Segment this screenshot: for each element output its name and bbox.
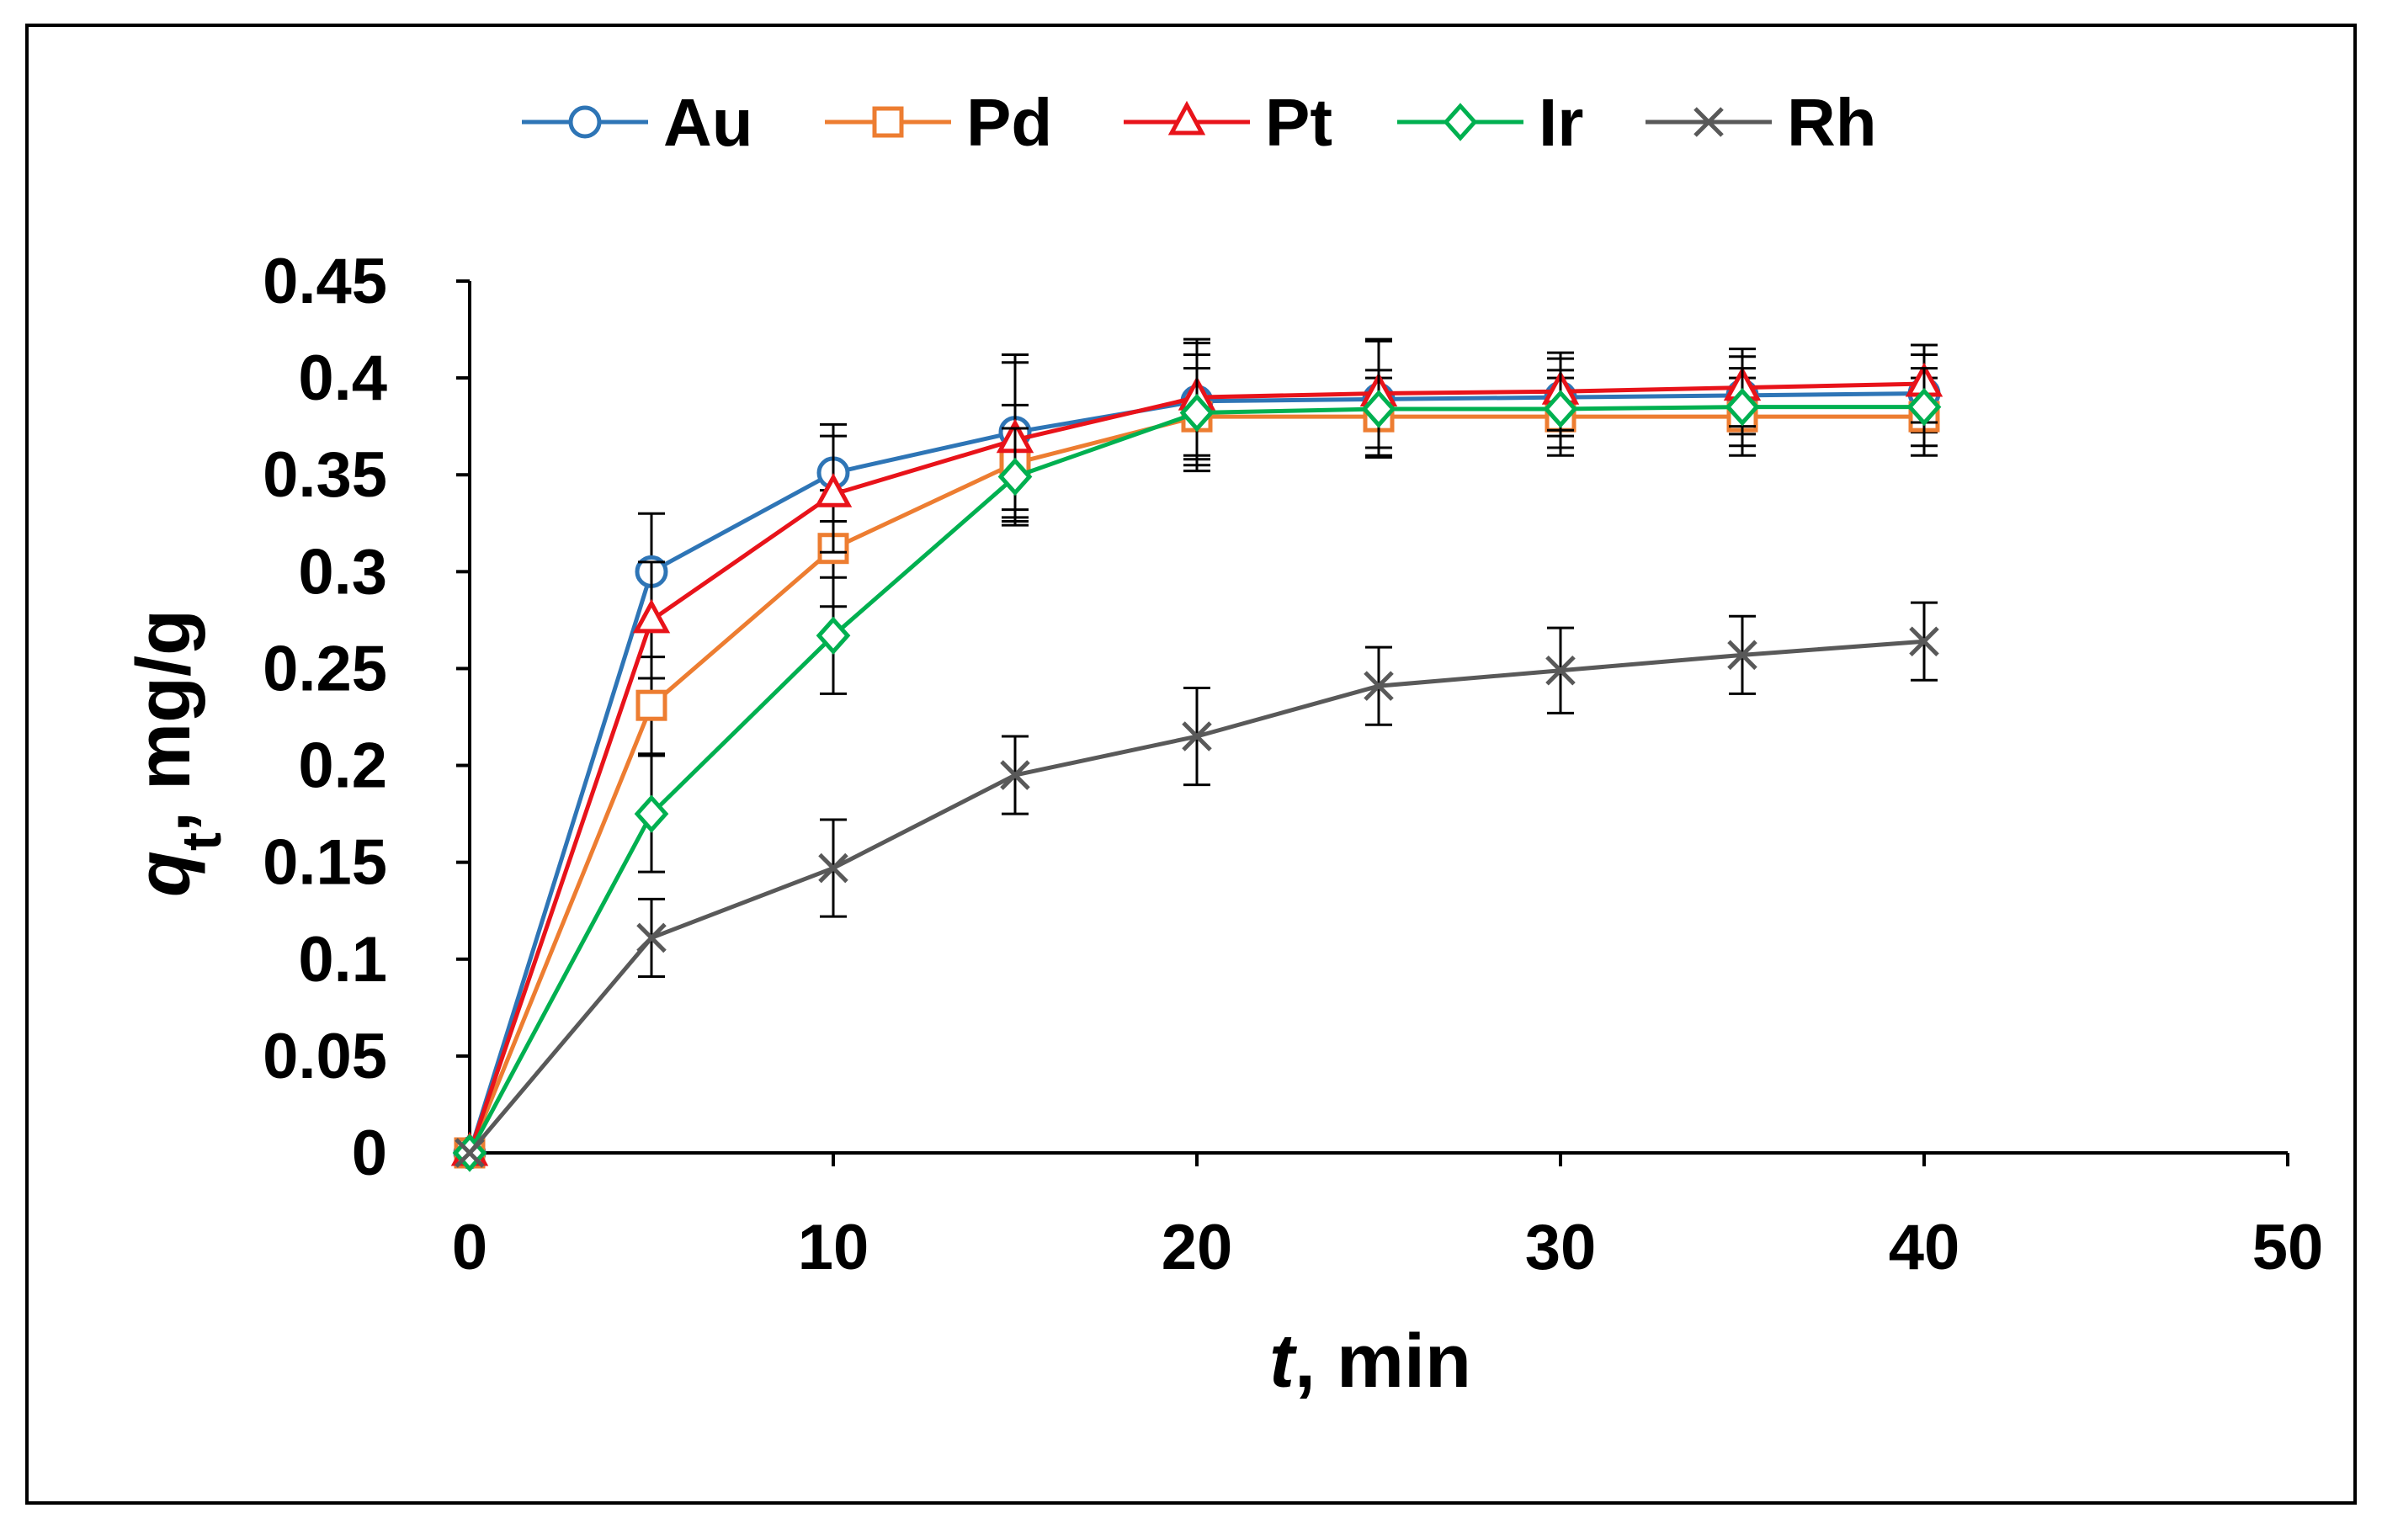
data-point	[1725, 387, 1760, 427]
x-tick-label: 30	[1525, 1212, 1597, 1283]
y-tick-label: 0	[352, 1118, 387, 1189]
legend-label: Au	[663, 85, 753, 160]
series-ir	[452, 353, 1942, 1172]
y-tick-label: 0.4	[298, 343, 387, 414]
legend-item-au: Au	[522, 85, 753, 160]
data-point	[1364, 671, 1394, 701]
data-point	[1543, 390, 1578, 428]
y-tick-label: 0.45	[263, 246, 387, 317]
x-tick-label: 20	[1162, 1212, 1233, 1283]
legend-marker	[1167, 100, 1206, 135]
data-point	[818, 852, 848, 884]
y-tick-label: 0.1	[298, 924, 387, 996]
data-point	[1906, 387, 1942, 427]
legend-marker	[872, 106, 904, 138]
data-point	[455, 1138, 485, 1168]
legend-label: Pd	[966, 85, 1052, 160]
data-point	[634, 794, 669, 833]
data-point	[1179, 393, 1215, 433]
y-tick-label: 0.05	[263, 1021, 387, 1092]
data-point	[1182, 721, 1212, 751]
data-point	[632, 598, 671, 634]
x-tick-label: 0	[452, 1212, 487, 1283]
legend-marker	[1443, 103, 1478, 141]
data-point	[1000, 760, 1030, 790]
legend-item-rh: Rh	[1646, 85, 1877, 160]
y-tick-label: 0.25	[263, 633, 387, 704]
data-point	[814, 473, 853, 507]
x-tick-label: 50	[2252, 1212, 2324, 1283]
data-point	[636, 922, 667, 953]
chart-frame	[25, 24, 2357, 1505]
legend-marker	[1693, 107, 1724, 137]
data-point	[1727, 640, 1757, 671]
series-layer	[450, 337, 1943, 1172]
legend-marker	[568, 105, 602, 139]
y-tick-label: 0.35	[263, 439, 387, 511]
y-tick-label: 0.2	[298, 730, 387, 802]
legend-item-pd: Pd	[825, 85, 1052, 160]
data-point	[816, 616, 851, 656]
x-axis-title: t, min	[1269, 1320, 1471, 1404]
y-tick-label: 0.3	[298, 536, 387, 608]
legend-item-ir: Ir	[1397, 85, 1583, 160]
legend-label: Pt	[1265, 85, 1332, 160]
data-point	[1545, 655, 1576, 686]
x-tick-label: 40	[1889, 1212, 1960, 1283]
data-point	[1361, 390, 1396, 428]
data-point	[635, 689, 667, 721]
data-point	[997, 457, 1033, 497]
series-rh	[455, 601, 1939, 1168]
legend-item-pt: Pt	[1124, 85, 1332, 160]
y-axis-title: qt, mg/g	[122, 609, 232, 897]
y-tick-label: 0.15	[263, 827, 387, 899]
legend-label: Ir	[1539, 85, 1583, 160]
legend: Au Pd Pt Ir Rh	[522, 85, 1877, 160]
axes: 0 0.05 0.1 0.15 0.2 0.25 0.3 0.35 0.4 0.45 0 10 20 30…	[263, 246, 2323, 1283]
legend-label: Rh	[1787, 85, 1877, 160]
x-tick-label: 10	[798, 1212, 869, 1283]
data-point	[1909, 626, 1939, 656]
